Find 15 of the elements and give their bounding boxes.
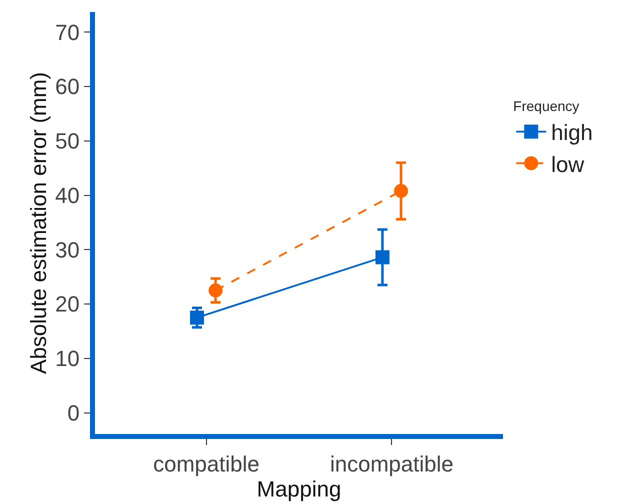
x-axis-title: Mapping [256,476,342,502]
y-tick-label: 0 [67,400,80,426]
x-tick-label: compatible [153,451,260,476]
y-tick-label: 20 [55,292,80,317]
y-tick-label: 10 [55,346,80,372]
y-tick-label: 40 [55,182,80,208]
y-tick-label: 30 [55,237,80,262]
y-tick-label: 60 [55,74,80,100]
legend-title: Frequency [513,98,580,114]
legend-label: low [551,152,584,177]
legend-label: high [551,120,593,146]
y-tick-label: 70 [55,20,80,45]
x-tick-label: incompatible [330,451,454,476]
y-axis-title: Absolute estimation error (mm) [26,72,51,374]
y-tick-label: 50 [55,128,80,154]
